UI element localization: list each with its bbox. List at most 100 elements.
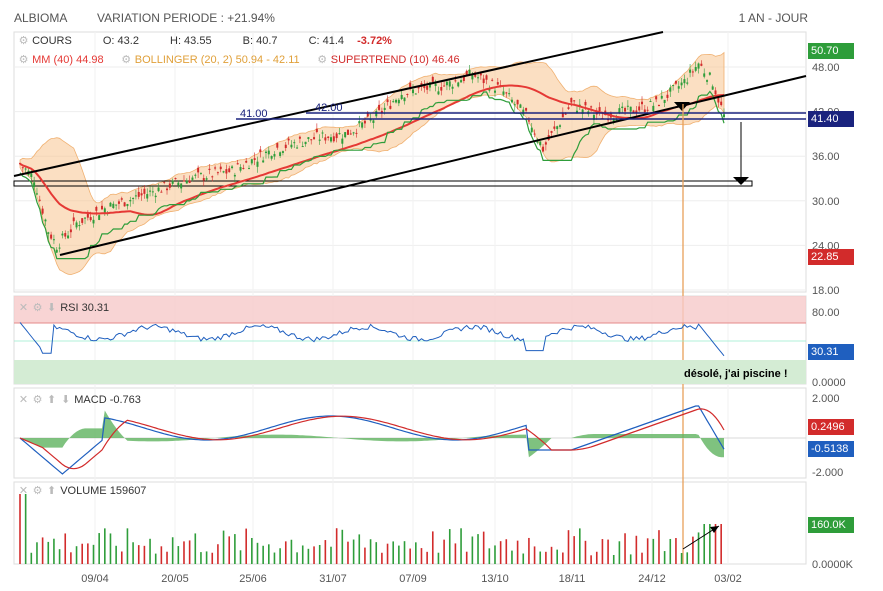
candle-body [527, 120, 530, 122]
settings-icon[interactable]: ⚙ [32, 302, 43, 314]
volume-bar [646, 538, 649, 564]
volume-bar [669, 538, 672, 564]
volume-bar [19, 494, 21, 564]
volume-bar [590, 555, 592, 564]
candle-body [98, 215, 101, 220]
mm-line [19, 84, 725, 216]
candle-body [561, 113, 564, 118]
candle-body [462, 76, 465, 82]
volume-bar [211, 552, 214, 564]
volume-bar [335, 528, 338, 564]
volume-bar [166, 551, 168, 564]
candle-body [395, 99, 398, 103]
candle-body [680, 82, 683, 86]
signal-line [19, 408, 725, 470]
volume-bar [126, 528, 129, 564]
volume-bar [228, 536, 231, 564]
candle-body [304, 141, 307, 145]
volume-badge: 160.0K [808, 517, 854, 533]
volume-bar [98, 533, 100, 564]
signal-badge: 0.2496 [808, 419, 854, 435]
candle-body [256, 161, 259, 167]
arrow-up-icon[interactable]: ⬆ [47, 485, 57, 497]
candle-body [168, 183, 171, 188]
volume-bar [386, 543, 389, 564]
settings-icon[interactable]: ⚙ [32, 485, 43, 497]
candle-body [392, 101, 395, 103]
volume-bar [528, 537, 530, 564]
candle-body [530, 127, 533, 133]
candle-body [315, 128, 318, 133]
candle-body [330, 137, 333, 142]
candle-body [694, 66, 697, 71]
rsi-badge: 30.31 [808, 344, 854, 360]
volume-bar [375, 542, 378, 564]
settings-icon[interactable]: ⚙ [32, 394, 43, 406]
candle-body [657, 105, 660, 107]
candle-body [287, 138, 290, 141]
macd-badge: -0.5138 [808, 441, 854, 457]
candle-body [137, 191, 140, 197]
candle-body [296, 147, 299, 149]
settings-icon[interactable]: ⚙ [317, 54, 328, 66]
volume-bar [494, 545, 496, 564]
volume-bar [251, 537, 253, 564]
volume-bar [692, 536, 694, 564]
volume-bar [618, 541, 621, 564]
close-icon[interactable]: ✕ [18, 485, 29, 497]
period-selector[interactable]: 1 AN - JOUR [738, 11, 808, 25]
candle-body [47, 232, 50, 234]
candle-body [400, 94, 403, 100]
volume-bar [437, 552, 440, 564]
rsi-oversold-zone [14, 360, 806, 384]
volume-bar [398, 545, 400, 564]
candle-body [281, 151, 284, 153]
arrow-down-icon[interactable]: ⬇ [61, 394, 71, 406]
candle-body [41, 208, 44, 214]
volume-bar [658, 530, 660, 564]
price-tick: 30.00 [812, 196, 840, 208]
candle-body [556, 126, 559, 130]
settings-icon[interactable]: ⚙ [18, 35, 29, 47]
volume-bar [601, 539, 604, 564]
price-tick: 48.00 [812, 62, 840, 74]
candle-body [426, 85, 429, 90]
candle-body [182, 180, 185, 182]
candle-body [711, 86, 714, 90]
price-high-badge: 50.70 [808, 43, 854, 59]
candle-body [33, 182, 36, 188]
candle-body [132, 197, 135, 199]
arrow-up-icon[interactable]: ⬆ [47, 394, 57, 406]
candle-body [477, 77, 480, 79]
break-arrow-head [674, 102, 690, 111]
candle-body [519, 104, 522, 108]
volume-bar [499, 541, 502, 564]
candle-body [92, 219, 95, 224]
candle-body [505, 92, 508, 94]
volume-bars [19, 494, 722, 564]
candle-body [697, 63, 700, 69]
settings-icon[interactable]: ⚙ [18, 54, 29, 66]
close-icon[interactable]: ✕ [18, 394, 29, 406]
volume-bar [149, 538, 151, 564]
candle-body [245, 160, 248, 163]
close-icon[interactable]: ✕ [18, 302, 29, 314]
candle-body [397, 99, 400, 104]
settings-icon[interactable]: ⚙ [121, 54, 132, 66]
candle-body [64, 233, 67, 237]
candle-body [24, 168, 27, 170]
arrow-down-icon[interactable]: ⬇ [47, 302, 57, 314]
candle-body [166, 188, 169, 191]
candle-body [208, 168, 211, 171]
candle-body [618, 108, 621, 113]
volume-bar [460, 528, 462, 564]
volume-bar [81, 543, 84, 564]
candle-body [95, 206, 98, 211]
candle-body [310, 139, 313, 141]
bollinger-band [19, 51, 725, 276]
candle-body [185, 180, 188, 184]
candle-body [723, 114, 725, 118]
candle-body [50, 234, 53, 239]
volume-bar [75, 546, 78, 564]
candle-body [525, 108, 528, 111]
